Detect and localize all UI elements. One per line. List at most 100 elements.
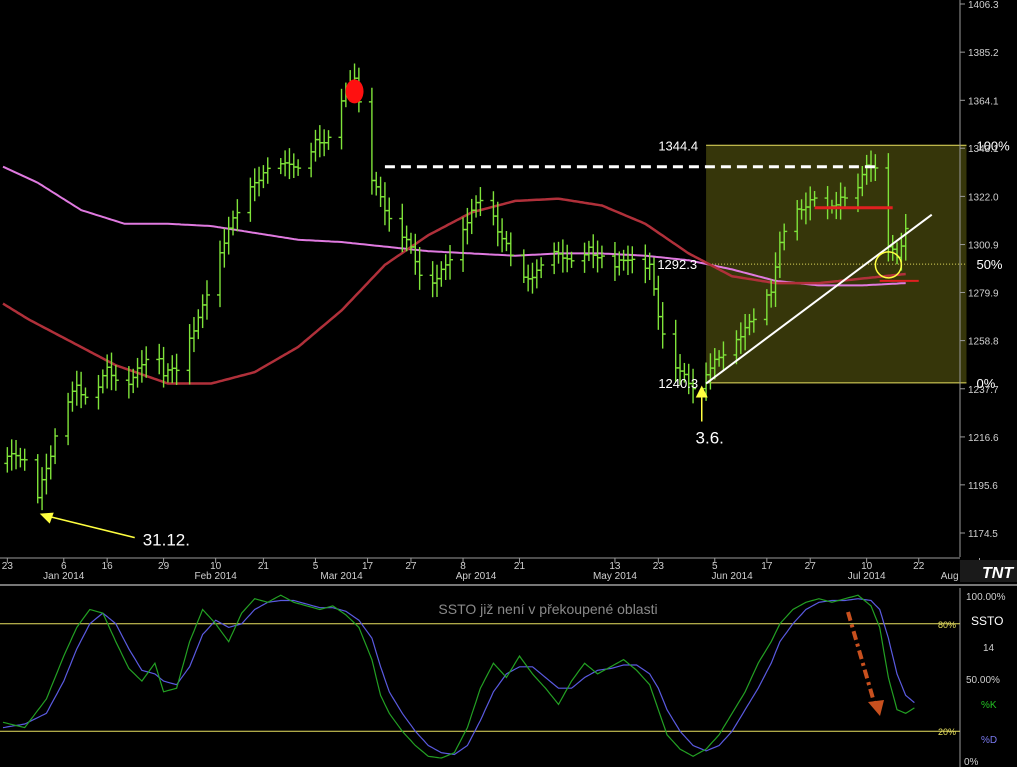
ohlc-bar [477, 187, 484, 217]
forecast-arrow-head [868, 700, 884, 716]
ohlc-bar [82, 387, 89, 405]
ohlc-bar [386, 197, 393, 232]
date-tick-label: 5 [313, 561, 319, 572]
date-tick-label: 6 [61, 561, 67, 572]
date-tick-label: 23 [2, 561, 14, 572]
price-tick-label: 1216.6 [968, 433, 999, 444]
arrow-jan-label: 31.12. [143, 531, 190, 550]
fib-low-label: 1240.3 [658, 376, 698, 391]
month-label: Mar 2014 [320, 571, 363, 582]
osc-legend-k: %K [981, 700, 997, 711]
arrow-jan-head [39, 512, 54, 524]
ma-short-line [2, 197, 906, 385]
level-80-label: 80% [938, 620, 956, 630]
date-tick-label: 10 [861, 561, 873, 572]
osc-label-100: 100.00% [966, 592, 1006, 603]
date-tick-label: 17 [761, 561, 773, 572]
ohlc-bar [538, 257, 545, 279]
ohlc-bar [659, 302, 666, 349]
watermark-logo: TNT [960, 560, 1017, 582]
osc-label-50: 50.00% [966, 675, 1000, 686]
stoch-d-line [2, 598, 915, 756]
price-axis: 1406.3 1385.2 1364.1 1343.1 1322.0 1300.9 1279… [959, 0, 999, 557]
ohlc-bar [325, 130, 332, 150]
arrow-jan-annotation: 31.12. [39, 512, 190, 550]
date-tick-label: 29 [158, 561, 170, 572]
fib-pct-50: 50% [976, 257, 1002, 272]
month-label: Jan 2014 [43, 571, 85, 582]
level-20-label: 20% [938, 727, 956, 737]
trend-line [705, 213, 933, 385]
ohlc-bar [629, 246, 636, 274]
fib-pct-100: 100% [976, 138, 1010, 153]
fib-pct-0: 0% [976, 376, 995, 391]
ohlc-bar [234, 199, 241, 232]
fib-mid-label: 1292.3 [657, 257, 697, 272]
date-tick-label: 17 [362, 561, 374, 572]
price-tick-label: 1322.0 [968, 192, 999, 203]
osc-label-0: 0% [964, 757, 979, 767]
ohlc-bar [264, 157, 271, 184]
date-tick-label: 21 [514, 561, 526, 572]
watermark-text: TNT [982, 565, 1014, 582]
forecast-arrow [846, 611, 884, 716]
ohlc-bar [750, 308, 757, 333]
price-tick-label: 1364.1 [968, 96, 999, 107]
ohlc-bar [143, 346, 150, 378]
date-tick-label: 23 [653, 561, 665, 572]
price-tick-label: 1385.2 [968, 48, 999, 59]
ohlc-bar [507, 232, 514, 267]
price-tick-label: 1300.9 [968, 241, 999, 252]
forecast-arrow-shaft [846, 611, 876, 703]
ohlc-bar [173, 353, 180, 385]
ohlc-bar [447, 245, 454, 280]
price-tick-label: 1195.6 [968, 481, 998, 492]
ohlc-bar [781, 223, 788, 251]
ohlc-bar [811, 191, 818, 207]
date-tick-label: 16 [102, 561, 114, 572]
month-label: Jun 2014 [712, 571, 754, 582]
arrow-jun-label: 3.6. [696, 429, 724, 448]
month-label: May 2014 [593, 571, 637, 582]
date-tick-label: 22 [913, 561, 925, 572]
ohlc-bar [598, 245, 605, 269]
ohlc-bar [112, 364, 119, 391]
ohlc-bar [416, 247, 423, 290]
ohlc-bar [690, 368, 697, 404]
ohlc-bar [295, 159, 302, 176]
osc-label-ssto: SSTO [971, 614, 1003, 628]
osc-label-period: 14 [983, 643, 995, 654]
ohlc-bar [720, 341, 727, 371]
osc-legend-d: %D [981, 735, 997, 746]
date-tick-label: 27 [405, 561, 417, 572]
ohlc-bar [52, 428, 59, 465]
oscillator-title: SSTO již není v překoupené oblasti [438, 601, 657, 617]
ohlc-bar [568, 251, 575, 268]
oscillator-panel: 80% 20% SSTO již není v překoupené oblas… [0, 588, 1006, 767]
date-tick-label: 21 [258, 561, 270, 572]
date-tick-label: 8 [460, 561, 466, 572]
ohlc-bar [203, 280, 210, 320]
month-label: Feb 2014 [195, 571, 238, 582]
fib-high-label: 1344.4 [658, 138, 698, 153]
price-tick-label: 1258.8 [968, 337, 999, 348]
highlight-circle [874, 251, 903, 279]
arrow-jun-head [695, 385, 708, 398]
date-tick-label: 13 [609, 561, 621, 572]
ohlc-bar [902, 213, 909, 261]
peak-marker [345, 79, 364, 104]
price-tick-label: 1406.3 [968, 0, 999, 11]
month-label: Apr 2014 [456, 571, 497, 582]
ma-long-line [2, 165, 906, 287]
price-tick-label: 1343.1 [968, 144, 999, 155]
price-tick-label: 1279.9 [968, 288, 999, 299]
price-tick-label: 1174.5 [968, 529, 998, 540]
date-tick-label: 5 [712, 561, 718, 572]
ohlc-bar [21, 448, 28, 471]
watermark-bg [960, 560, 1017, 582]
price-tick-label: 1237.7 [968, 385, 999, 396]
date-tick-label: 27 [805, 561, 817, 572]
ohlc-bar [841, 186, 848, 209]
month-label: Jul 2014 [848, 571, 886, 582]
